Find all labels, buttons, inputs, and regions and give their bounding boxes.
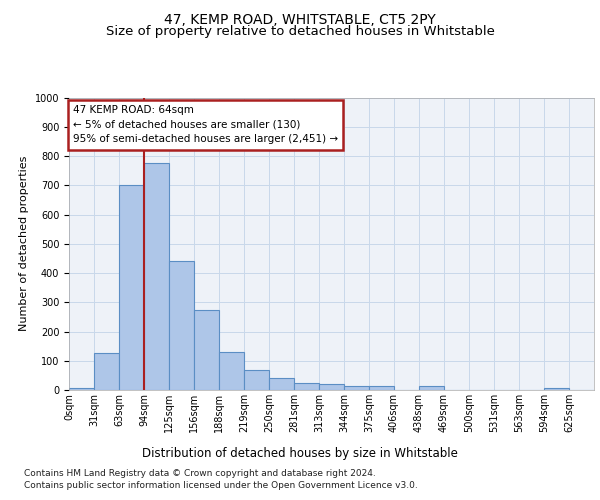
Text: Contains public sector information licensed under the Open Government Licence v3: Contains public sector information licen… [24, 481, 418, 490]
Bar [169, 262, 194, 390]
Text: Distribution of detached houses by size in Whitstable: Distribution of detached houses by size … [142, 448, 458, 460]
Y-axis label: Number of detached properties: Number of detached properties [19, 156, 29, 332]
Text: 47, KEMP ROAD, WHITSTABLE, CT5 2PY: 47, KEMP ROAD, WHITSTABLE, CT5 2PY [164, 12, 436, 26]
Bar [119, 186, 144, 390]
Bar [194, 310, 219, 390]
Text: Size of property relative to detached houses in Whitstable: Size of property relative to detached ho… [106, 25, 494, 38]
Text: 47 KEMP ROAD: 64sqm
← 5% of detached houses are smaller (130)
95% of semi-detach: 47 KEMP ROAD: 64sqm ← 5% of detached hou… [73, 105, 338, 144]
Bar [419, 386, 444, 390]
Bar [344, 386, 369, 390]
Bar [69, 388, 94, 390]
Bar [269, 378, 294, 390]
Bar [219, 352, 244, 390]
Text: Contains HM Land Registry data © Crown copyright and database right 2024.: Contains HM Land Registry data © Crown c… [24, 469, 376, 478]
Bar [319, 384, 344, 390]
Bar [94, 354, 119, 390]
Bar [294, 383, 319, 390]
Bar [369, 386, 394, 390]
Bar [144, 164, 169, 390]
Bar [244, 370, 269, 390]
Bar [544, 388, 569, 390]
